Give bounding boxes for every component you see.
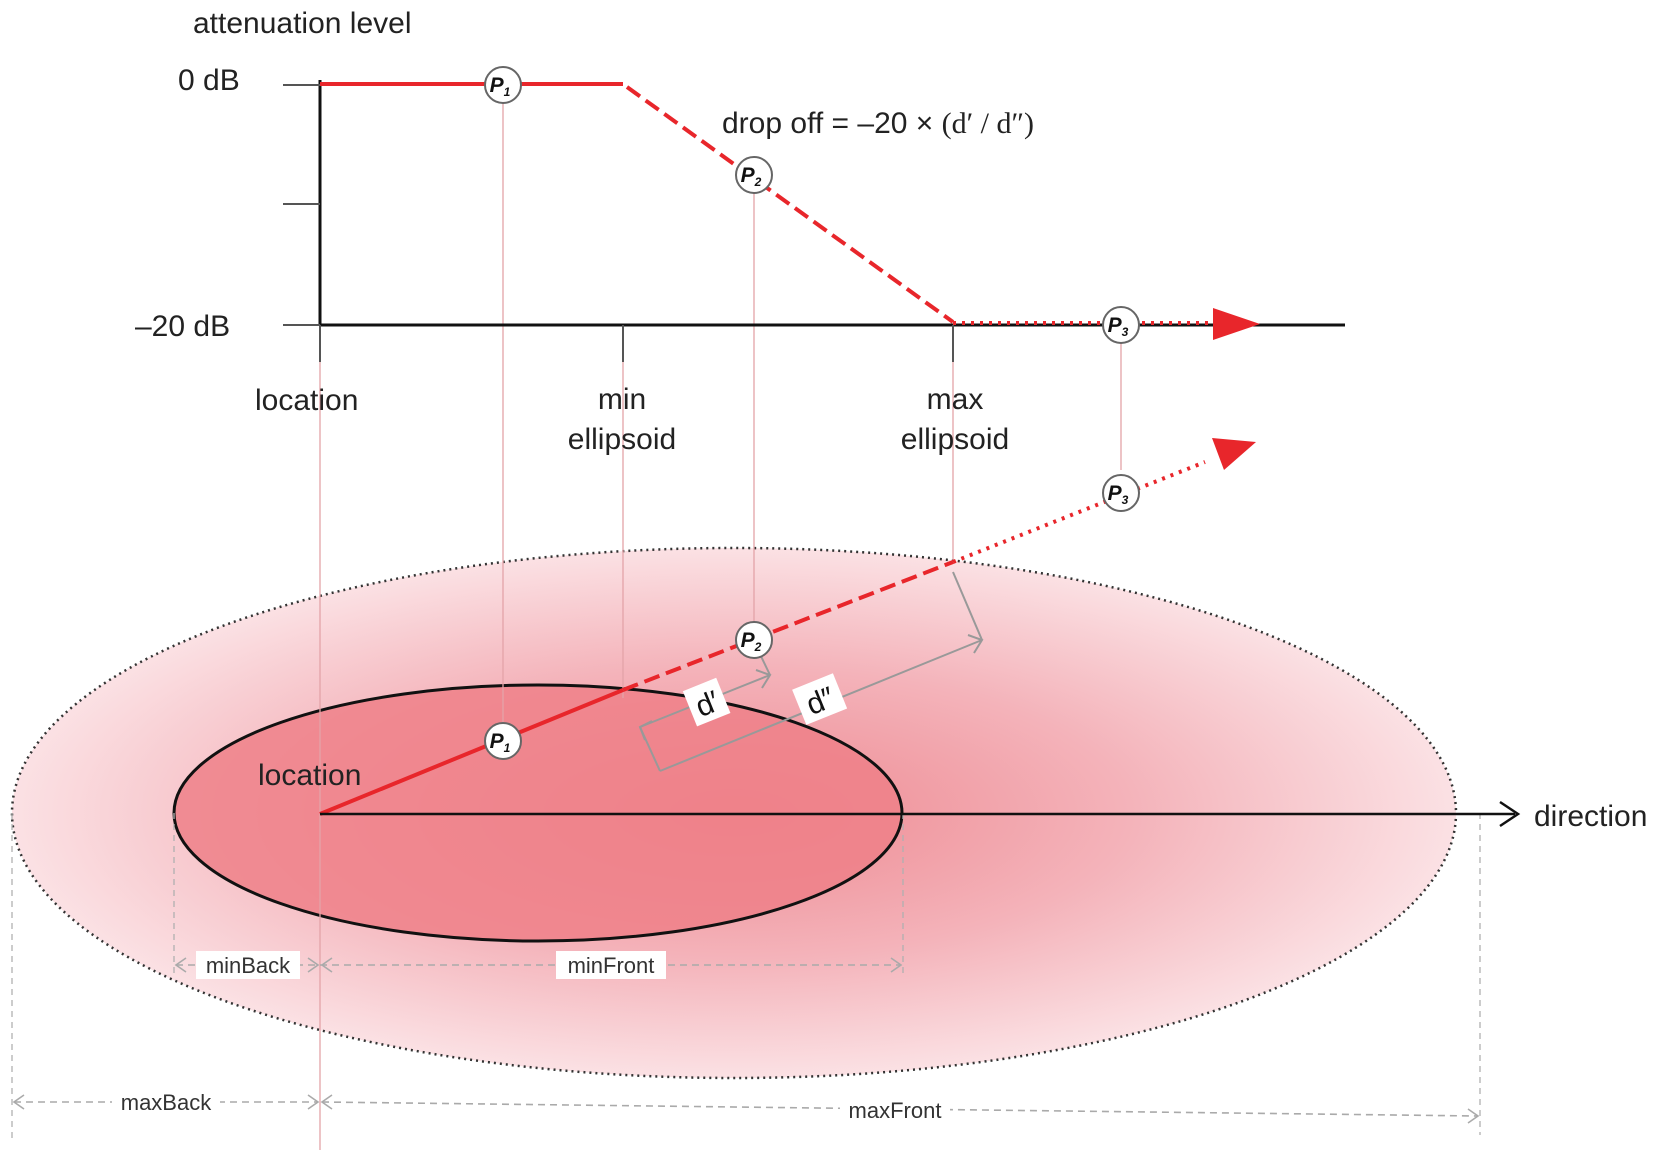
x-label-max: max <box>927 383 984 416</box>
x-label-min-ellipsoid: ellipsoid <box>568 423 676 456</box>
max-back-tag: maxBack <box>112 1088 220 1116</box>
svg-text:maxFront: maxFront <box>849 1098 942 1123</box>
min-back-tag: minBack <box>196 951 300 979</box>
x-label-location: location <box>255 384 358 417</box>
direction-label: direction <box>1534 800 1647 833</box>
y-tick-0db: 0 dB <box>178 64 240 97</box>
svg-text:minBack: minBack <box>206 953 291 978</box>
x-label-max-ellipsoid: ellipsoid <box>901 423 1009 456</box>
drop-off-formula: drop off = –20 × (d′ / d″) <box>722 107 1034 140</box>
graph-marker-p1: P1 <box>484 66 522 104</box>
min-dimension-arrows <box>174 957 903 973</box>
svg-text:P1: P1 <box>490 74 511 99</box>
formula-prefix: drop off = –20 × <box>722 107 942 140</box>
curve-drop-segment <box>625 85 955 324</box>
graph-axes <box>318 80 1345 327</box>
vertical-guides <box>319 95 1122 1150</box>
svg-text:P2: P2 <box>741 164 762 189</box>
formula-expression: (d′ / d″) <box>942 107 1034 140</box>
max-front-tag: maxFront <box>840 1096 950 1124</box>
max-dimension-arrows <box>12 1094 1480 1124</box>
svg-text:maxBack: maxBack <box>121 1090 212 1115</box>
min-front-tag: minFront <box>556 951 666 979</box>
svg-text:P2: P2 <box>741 629 762 654</box>
attenuation-curve <box>320 82 1210 325</box>
d-prime-tag: d′ <box>682 677 731 727</box>
ellipse-location-label: location <box>258 759 361 792</box>
svg-text:P3: P3 <box>1108 482 1129 507</box>
y-tick-minus20db: –20 dB <box>135 310 230 343</box>
max-dimension-line <box>14 1101 1479 1117</box>
spatial-ray <box>319 460 1206 816</box>
ray-marker-p1: P1 <box>484 722 522 760</box>
ray-dotted-segment <box>952 460 1206 564</box>
curve-arrowhead <box>1213 308 1260 340</box>
ray-marker-p3: P3 <box>1102 474 1140 512</box>
graph-marker-p2: P2 <box>735 156 773 194</box>
graph-ticks <box>283 84 954 362</box>
dimension-extension-lines <box>11 813 1481 1140</box>
svg-text:P3: P3 <box>1108 314 1129 339</box>
svg-text:P1: P1 <box>490 730 511 755</box>
ray-arrowhead <box>1212 438 1256 470</box>
ray-dashed-segment <box>622 560 954 692</box>
ray-marker-p2: P2 <box>735 621 773 659</box>
svg-text:minFront: minFront <box>568 953 655 978</box>
graph-marker-p3: P3 <box>1102 306 1140 344</box>
x-label-min: min <box>598 383 646 416</box>
ray-solid-segment <box>319 688 624 816</box>
direction-arrowhead <box>1499 800 1521 828</box>
y-axis-title: attenuation level <box>193 7 412 40</box>
